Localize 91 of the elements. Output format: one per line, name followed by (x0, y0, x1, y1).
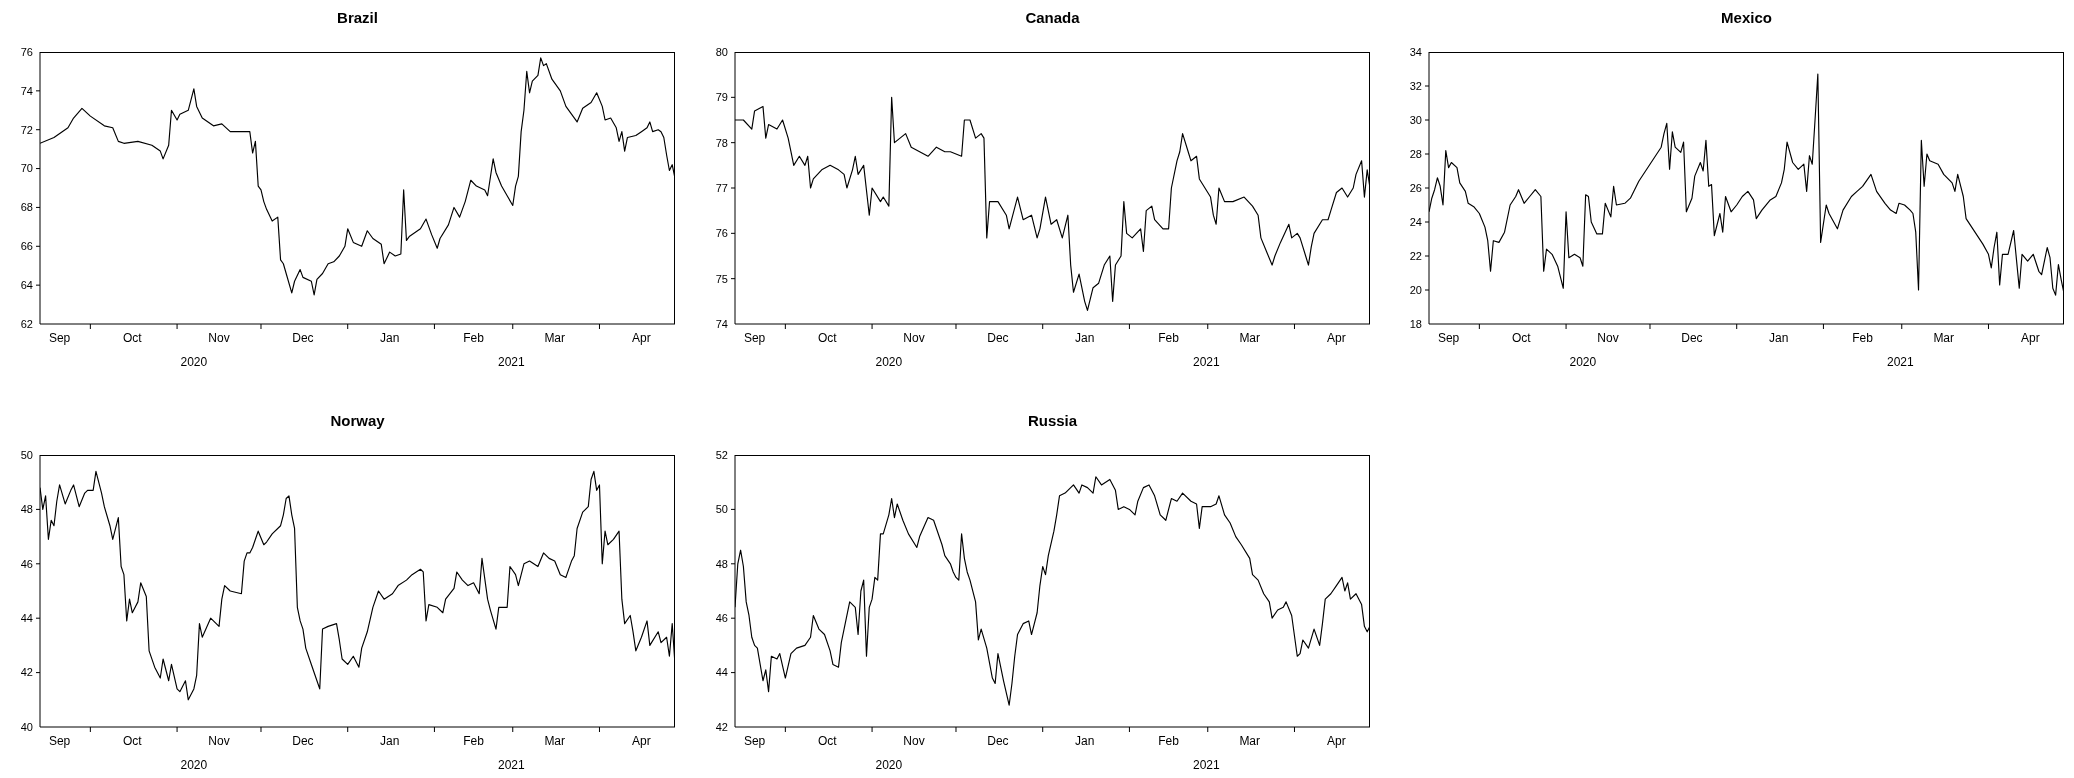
text: 2021 (1192, 758, 1220, 772)
chart-title: Canada (1025, 9, 1080, 26)
y-tick-label: 50 (715, 503, 728, 516)
x-tick-label: Nov (903, 331, 925, 345)
y-tick-label: 32 (1409, 79, 1422, 92)
text: 2020 (875, 758, 903, 772)
x-tick-label: Dec (1681, 331, 1703, 345)
y-tick-label: 46 (20, 557, 33, 570)
x-tick-label: Oct (817, 734, 838, 748)
x-tick-label: Sep (48, 331, 71, 345)
y-tick-label: 75 (715, 272, 728, 285)
x-tick-label: Nov (208, 734, 230, 748)
chart-title: Brazil (337, 9, 378, 26)
x-tick-label: Dec (987, 331, 1009, 345)
x-tick-label: Sep (1437, 331, 1460, 345)
y-tick-label: 66 (20, 240, 33, 253)
y-tick-label: 44 (20, 612, 33, 625)
y-tick-label: 70 (20, 162, 33, 175)
x-tick-label: Oct (1511, 331, 1532, 345)
text: 2020 (180, 355, 208, 369)
y-tick-label: 52 (715, 448, 728, 461)
x-tick-label: Oct (122, 331, 143, 345)
x-tick-label: Sep (743, 734, 766, 748)
x-tick-label: Feb (1852, 331, 1874, 345)
x-tick-label: Dec (987, 734, 1009, 748)
text: 2020 (875, 355, 903, 369)
x-tick-label: Mar (1239, 734, 1261, 748)
y-tick-label: 46 (715, 612, 728, 625)
y-tick-label: 20 (1409, 283, 1422, 296)
x-tick-label: Mar (1239, 331, 1261, 345)
y-tick-label: 74 (715, 317, 728, 330)
y-tick-label: 30 (1409, 113, 1422, 126)
x-tick-label: Mar (544, 331, 566, 345)
y-tick-label: 64 (20, 278, 33, 291)
chart-title: Norway (330, 412, 385, 429)
y-tick-label: 48 (20, 503, 33, 516)
y-tick-label: 28 (1409, 147, 1422, 160)
y-tick-label: 76 (715, 227, 728, 240)
y-tick-label: 18 (1409, 317, 1422, 330)
y-tick-label: 79 (715, 91, 728, 104)
text: 2021 (497, 758, 525, 772)
y-tick-label: 48 (715, 557, 728, 570)
x-tick-label: Apr (632, 331, 651, 345)
x-tick-label: Feb (463, 331, 485, 345)
x-tick-label: Oct (817, 331, 838, 345)
x-tick-label: Dec (292, 331, 314, 345)
y-tick-label: 74 (20, 84, 33, 97)
y-tick-label: 68 (20, 201, 33, 214)
x-tick-label: Apr (1327, 331, 1346, 345)
x-tick-label: Apr (632, 734, 651, 748)
x-tick-label: Feb (1158, 734, 1180, 748)
text: 2021 (1886, 355, 1914, 369)
x-tick-label: Apr (2021, 331, 2040, 345)
y-tick-label: 44 (715, 666, 728, 679)
chart-title: Russia (1027, 412, 1078, 429)
x-tick-label: Jan (1074, 734, 1095, 748)
y-tick-label: 62 (20, 317, 33, 330)
y-tick-label: 50 (20, 448, 33, 461)
y-tick-label: 26 (1409, 181, 1422, 194)
x-tick-label: Jan (1074, 331, 1095, 345)
text: 2020 (1569, 355, 1597, 369)
y-tick-label: 76 (20, 45, 33, 58)
y-tick-label: 78 (715, 136, 728, 149)
x-tick-label: Jan (379, 331, 400, 345)
y-tick-label: 34 (1409, 45, 1422, 58)
y-tick-label: 77 (715, 181, 728, 194)
x-tick-label: Nov (903, 734, 925, 748)
y-tick-label: 22 (1409, 249, 1422, 262)
y-tick-label: 24 (1409, 215, 1422, 228)
text: 2021 (497, 355, 525, 369)
x-tick-label: Sep (48, 734, 71, 748)
text: 2021 (1192, 355, 1220, 369)
x-tick-label: Apr (1327, 734, 1346, 748)
y-tick-label: 42 (20, 666, 33, 679)
y-tick-label: 80 (715, 45, 728, 58)
x-tick-label: Dec (292, 734, 314, 748)
x-tick-label: Jan (379, 734, 400, 748)
x-tick-label: Mar (1933, 331, 1955, 345)
x-tick-label: Jan (1768, 331, 1789, 345)
x-tick-label: Feb (1158, 331, 1180, 345)
text: 2020 (180, 758, 208, 772)
y-tick-label: 42 (715, 720, 728, 733)
x-tick-label: Oct (122, 734, 143, 748)
x-tick-label: Sep (743, 331, 766, 345)
y-tick-label: 72 (20, 123, 33, 136)
chart-title: Mexico (1721, 9, 1772, 26)
x-tick-label: Mar (544, 734, 566, 748)
x-tick-label: Feb (463, 734, 485, 748)
y-tick-label: 40 (20, 720, 33, 733)
x-tick-label: Nov (1597, 331, 1619, 345)
x-tick-label: Nov (208, 331, 230, 345)
